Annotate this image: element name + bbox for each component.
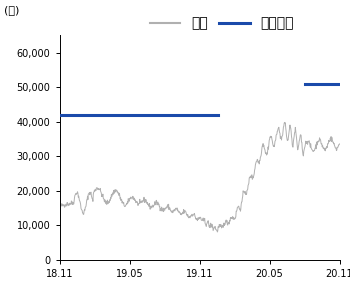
Text: (원): (원)	[4, 5, 19, 15]
Legend: 주가, 목표주가: 주가, 목표주가	[144, 11, 300, 36]
